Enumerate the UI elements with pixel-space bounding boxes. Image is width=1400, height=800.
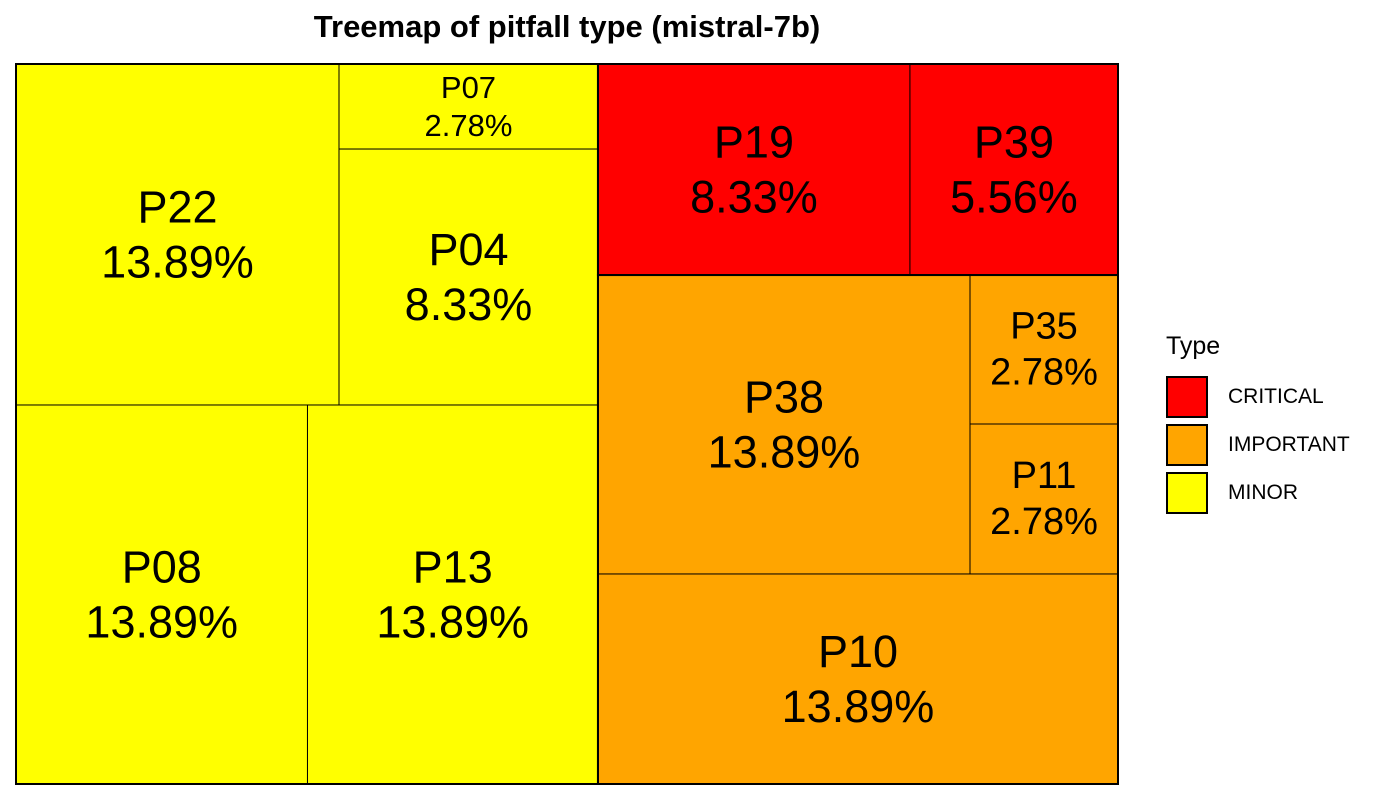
legend-label-minor: MINOR bbox=[1228, 481, 1298, 504]
legend-item-important: IMPORTANT bbox=[1166, 421, 1386, 469]
group-border-important bbox=[596, 274, 1119, 785]
tile-p22 bbox=[15, 63, 340, 406]
tile-p39 bbox=[909, 63, 1119, 276]
legend-title: Type bbox=[1166, 332, 1221, 360]
tile-p13 bbox=[306, 404, 599, 785]
tile-name-p22: P22 bbox=[137, 182, 217, 233]
tile-name-p35: P35 bbox=[1010, 305, 1078, 347]
tile-percent-p11: 2.78% bbox=[990, 501, 1098, 543]
tile-percent-p08: 13.89% bbox=[85, 596, 238, 647]
legend-swatch-minor bbox=[1166, 472, 1208, 514]
tile-p19 bbox=[597, 63, 911, 276]
tile-name-p10: P10 bbox=[818, 626, 898, 677]
tile-name-p08: P08 bbox=[122, 542, 202, 593]
tile-percent-p10: 13.89% bbox=[782, 681, 935, 732]
tile-percent-p22: 13.89% bbox=[101, 236, 254, 287]
tile-percent-p13: 13.89% bbox=[376, 596, 529, 647]
treemap-plot-area: P22 13.89% P07 2.78% P04 8.33% P08 13.89% P13 13.… bbox=[15, 63, 1119, 785]
tile-p38 bbox=[597, 274, 971, 575]
tile-percent-p35: 2.78% bbox=[990, 352, 1098, 394]
tile-name-p04: P04 bbox=[428, 224, 508, 275]
tile-percent-p39: 5.56% bbox=[950, 171, 1078, 222]
tile-percent-p19: 8.33% bbox=[690, 171, 818, 222]
legend-swatch-important bbox=[1166, 424, 1208, 466]
legend-swatch-critical bbox=[1166, 376, 1208, 418]
tile-name-p19: P19 bbox=[714, 117, 794, 168]
tile-p04 bbox=[338, 148, 599, 406]
legend-label-critical: CRITICAL bbox=[1228, 385, 1324, 408]
tile-name-p13: P13 bbox=[413, 542, 493, 593]
legend: Type CRITICAL IMPORTANT MINOR bbox=[1166, 332, 1386, 517]
tile-p08 bbox=[15, 404, 308, 785]
legend-item-minor: MINOR bbox=[1166, 469, 1386, 517]
legend-label-important: IMPORTANT bbox=[1228, 433, 1350, 456]
tile-name-p07: P07 bbox=[441, 70, 496, 105]
chart-title: Treemap of pitfall type (mistral-7b) bbox=[313, 9, 821, 44]
tile-p10 bbox=[597, 573, 1119, 785]
tile-name-p11: P11 bbox=[1012, 455, 1077, 497]
tile-p35 bbox=[969, 274, 1119, 425]
tile-percent-p07: 2.78% bbox=[425, 108, 513, 143]
tile-name-p39: P39 bbox=[974, 117, 1054, 168]
legend-item-critical: CRITICAL bbox=[1166, 373, 1386, 421]
tile-percent-p38: 13.89% bbox=[708, 426, 861, 477]
tile-p11 bbox=[969, 423, 1119, 575]
tile-percent-p04: 8.33% bbox=[405, 279, 533, 330]
treemap-svg: P2213.89%P072.78%P048.33%P0813.89%P1313.… bbox=[15, 63, 1119, 785]
tile-p07 bbox=[338, 63, 599, 150]
tile-name-p38: P38 bbox=[744, 372, 824, 423]
